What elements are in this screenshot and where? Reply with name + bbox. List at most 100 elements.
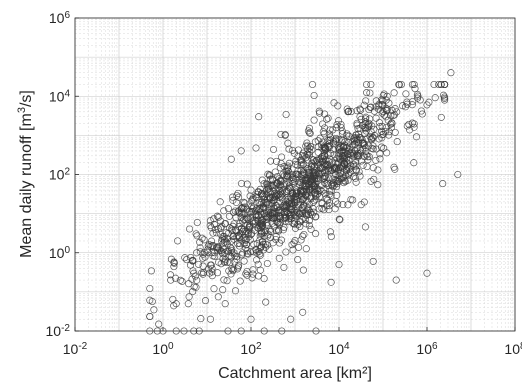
data-point — [288, 146, 297, 154]
data-point — [374, 181, 382, 189]
data-point — [229, 267, 237, 275]
data-point — [322, 156, 330, 164]
data-point — [262, 212, 270, 220]
data-point — [316, 109, 324, 117]
data-point — [441, 80, 449, 89]
data-point — [387, 124, 395, 132]
data-point — [212, 229, 220, 237]
data-point — [242, 244, 250, 252]
data-point — [356, 172, 364, 180]
data-point — [150, 306, 158, 314]
data-point — [378, 109, 386, 117]
data-point — [372, 145, 380, 153]
data-point — [372, 156, 380, 164]
data-point — [206, 315, 215, 323]
tick-exponent: 2 — [64, 166, 70, 177]
y-tick-label: 102 — [49, 166, 71, 183]
data-point — [210, 285, 218, 293]
data-point — [261, 193, 269, 201]
data-point — [225, 247, 233, 255]
data-point — [280, 263, 288, 271]
data-point — [213, 212, 221, 220]
data-point — [268, 193, 277, 202]
data-point — [347, 148, 355, 156]
data-point — [314, 169, 322, 177]
data-point — [206, 217, 214, 225]
data-point — [290, 196, 298, 204]
data-point — [408, 101, 416, 109]
data-point — [319, 152, 327, 160]
data-point — [357, 106, 365, 114]
data-point — [194, 260, 203, 268]
data-point — [166, 271, 175, 279]
data-point — [416, 96, 424, 104]
data-point — [265, 171, 274, 179]
data-point — [382, 123, 390, 132]
data-point — [337, 136, 345, 144]
data-point — [314, 137, 322, 145]
data-point — [435, 80, 443, 89]
data-point — [403, 100, 411, 108]
data-point — [236, 240, 244, 248]
data-point — [362, 127, 370, 135]
data-point — [352, 166, 360, 174]
data-point — [178, 277, 186, 285]
data-point — [378, 131, 386, 139]
data-point — [268, 219, 276, 227]
data-point — [278, 153, 286, 161]
data-point — [311, 213, 319, 221]
data-point — [294, 256, 302, 264]
data-point — [284, 199, 293, 207]
data-point — [176, 276, 184, 284]
y-tick-label: 100 — [49, 244, 71, 261]
data-point — [357, 201, 365, 209]
data-point — [240, 226, 248, 234]
data-point — [259, 199, 267, 208]
data-point — [311, 174, 319, 182]
data-point — [181, 254, 189, 262]
data-point — [215, 213, 223, 221]
data-point — [227, 253, 235, 261]
data-point — [405, 120, 413, 128]
data-point — [312, 230, 320, 238]
tick-exponent: 0 — [168, 341, 174, 352]
data-point — [282, 248, 290, 256]
data-point — [410, 120, 418, 128]
x-tick-label: 102 — [240, 341, 262, 358]
data-point — [237, 179, 246, 188]
data-point — [362, 97, 370, 105]
data-point — [216, 198, 224, 206]
data-point — [336, 163, 344, 171]
data-point — [319, 175, 327, 183]
data-point — [276, 206, 284, 214]
data-point — [146, 284, 154, 293]
data-point — [325, 202, 333, 210]
data-point — [292, 175, 300, 183]
data-point — [209, 229, 217, 237]
data-point — [229, 193, 237, 201]
y-tick-label: 104 — [49, 88, 71, 105]
data-point — [291, 211, 299, 219]
data-point — [219, 286, 227, 294]
data-point — [237, 147, 245, 155]
data-point — [437, 80, 445, 89]
data-point — [345, 107, 353, 115]
data-point — [331, 205, 339, 213]
data-point — [304, 142, 312, 150]
data-point — [358, 139, 366, 147]
data-point — [320, 130, 328, 138]
data-point — [393, 138, 401, 146]
data-point — [378, 127, 386, 135]
data-point — [239, 203, 247, 211]
data-point — [261, 243, 270, 251]
data-point — [354, 153, 362, 161]
data-point — [287, 209, 295, 217]
data-point — [235, 234, 243, 242]
data-point — [208, 242, 216, 250]
data-point — [170, 302, 178, 310]
data-point — [234, 207, 243, 215]
data-point — [279, 226, 287, 234]
data-point — [265, 245, 273, 253]
data-point — [351, 136, 359, 145]
data-point — [186, 261, 195, 269]
